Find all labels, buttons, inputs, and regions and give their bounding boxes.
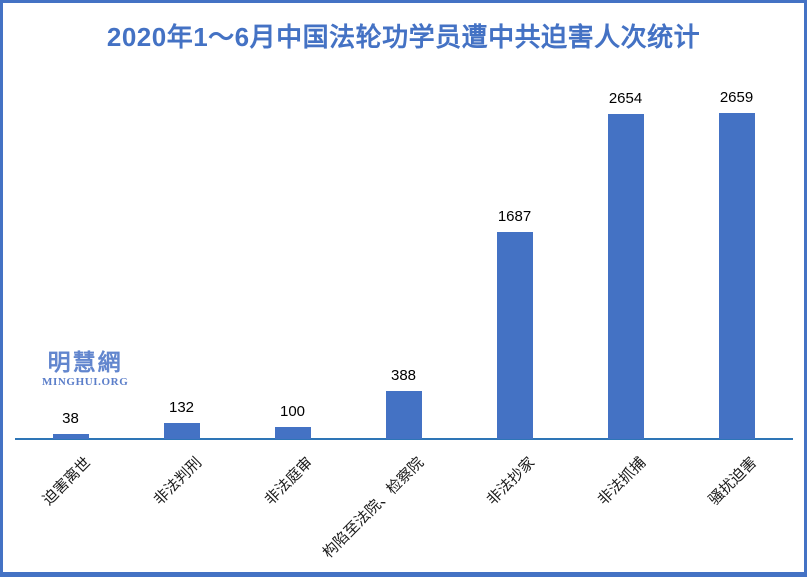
bar	[274, 427, 311, 439]
value-label: 1687	[497, 208, 532, 225]
value-label: 2659	[719, 89, 754, 106]
category-label: 非法抓捕	[595, 454, 650, 509]
x-axis-line	[15, 438, 793, 440]
bar	[718, 113, 755, 439]
bar	[496, 232, 533, 439]
value-label: 388	[390, 367, 417, 384]
minghui-logo: 明慧網 MINGHUI.ORG	[42, 351, 128, 388]
value-label: 38	[62, 410, 79, 427]
category-label: 迫害离世	[40, 454, 95, 509]
minghui-logo-chinese: 明慧網	[47, 349, 123, 375]
bar	[52, 434, 89, 439]
bar	[163, 423, 200, 439]
bar	[607, 114, 644, 439]
category-label: 非法庭审	[262, 454, 317, 509]
value-label: 100	[279, 403, 306, 420]
category-label: 非法判刑	[151, 454, 206, 509]
chart-title: 2020年1～6月中国法轮功学员遭中共迫害人次统计	[106, 22, 701, 52]
category-label: 构陷至法院、检察院	[320, 454, 428, 562]
bar	[385, 391, 422, 439]
minghui-logo-domain: MINGHUI.ORG	[42, 376, 129, 388]
category-label: 非法抄家	[484, 454, 539, 509]
value-label: 132	[168, 399, 195, 416]
value-label: 2654	[608, 90, 643, 107]
category-label: 骚扰迫害	[706, 454, 761, 509]
